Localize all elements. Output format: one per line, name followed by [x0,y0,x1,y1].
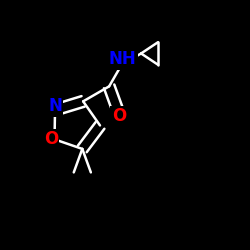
Text: O: O [112,107,126,125]
Text: N: N [48,97,62,115]
Text: NH: NH [109,50,137,68]
Text: O: O [44,130,58,148]
